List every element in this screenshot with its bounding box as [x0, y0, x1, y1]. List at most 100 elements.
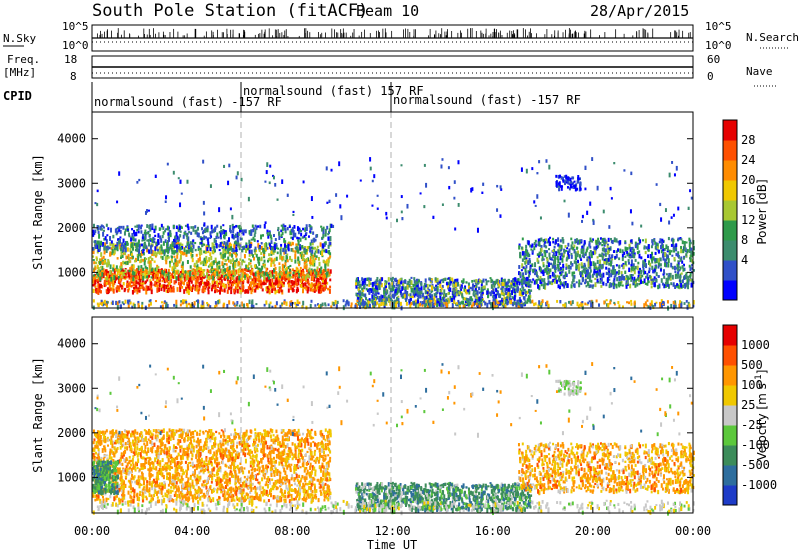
range-cell: [233, 249, 236, 253]
range-cell: [324, 279, 327, 285]
range-cell: [649, 253, 652, 259]
range-cell: [147, 261, 150, 264]
range-cell: [153, 260, 156, 263]
range-cell: [116, 276, 119, 280]
range-cell: [303, 265, 306, 269]
range-cell: [204, 262, 207, 267]
range-cell: [119, 236, 122, 239]
range-cell: [384, 280, 387, 283]
range-cell: [123, 252, 126, 255]
range-cell: [170, 289, 173, 293]
range-cell: [164, 229, 167, 233]
range-cell: [559, 271, 562, 275]
range-cell: [675, 252, 678, 257]
range-cell: [260, 234, 263, 240]
range-cell: [225, 242, 228, 247]
range-cell: [625, 274, 628, 278]
range-cell: [319, 290, 322, 294]
range-cell: [681, 240, 684, 245]
range-cell: [323, 274, 326, 278]
range-cell: [552, 240, 555, 244]
range-cell: [303, 258, 306, 262]
range-cell: [548, 256, 551, 260]
range-cell: [105, 270, 108, 276]
range-cell: [260, 242, 263, 245]
range-cell: [120, 254, 123, 258]
range-cell: [116, 246, 119, 252]
range-cell: [576, 246, 579, 249]
range-cell: [259, 282, 262, 286]
range-cell: [291, 280, 294, 285]
range-cell: [247, 266, 250, 271]
range-cell: [302, 300, 305, 306]
range-cell: [177, 281, 180, 286]
nsky-spikes: [96, 28, 691, 38]
range-cell: [235, 282, 238, 287]
range-cell: [197, 271, 200, 276]
range-cell: [292, 288, 295, 292]
range-cell: [138, 239, 141, 243]
range-cell: [235, 258, 238, 262]
range-cell: [502, 292, 505, 295]
range-cell: [529, 279, 532, 283]
range-cell: [160, 223, 163, 228]
range-cell: [297, 270, 300, 276]
range-cell: [595, 299, 598, 303]
range-cell: [170, 258, 173, 261]
range-cell: [125, 282, 128, 288]
range-cell: [598, 271, 601, 276]
range-cell: [228, 237, 231, 242]
range-cell: [561, 284, 564, 287]
range-cell: [219, 287, 222, 292]
range-cell: [320, 250, 323, 255]
range-cell: [192, 284, 195, 290]
range-cell: [368, 279, 371, 285]
range-cell: [265, 277, 268, 282]
range-cell: [576, 253, 579, 258]
range-cell: [314, 250, 317, 253]
range-cell: [202, 229, 205, 232]
range-cell: [600, 284, 603, 288]
range-cell: [398, 284, 401, 288]
range-cell: [148, 274, 151, 278]
range-cell: [683, 241, 686, 245]
range-cell: [451, 277, 454, 283]
range-cell: [172, 285, 175, 290]
range-cell: [202, 273, 205, 277]
range-cell: [317, 282, 320, 285]
range-cell: [602, 253, 605, 256]
range-cell: [657, 249, 660, 252]
range-cell: [429, 278, 432, 282]
range-cell: [225, 263, 228, 266]
range-cell: [142, 275, 145, 281]
range-cell: [662, 251, 665, 257]
range-cell: [533, 246, 536, 251]
range-cell: [429, 293, 432, 298]
range-cell: [242, 285, 245, 289]
range-cell: [516, 278, 519, 281]
range-cell: [277, 283, 280, 287]
range-cell: [558, 261, 561, 266]
range-cell: [243, 272, 246, 277]
range-cell: [287, 272, 290, 275]
range-cell: [278, 231, 281, 236]
range-cell: [630, 266, 633, 271]
range-cell: [236, 300, 239, 305]
range-cell: [509, 292, 512, 298]
range-cell: [594, 277, 597, 281]
range-cell: [179, 284, 182, 288]
range-cell: [144, 281, 147, 285]
range-cell: [628, 243, 631, 247]
date-label: 28/Apr/2015: [590, 2, 689, 20]
range-cell: [209, 231, 212, 236]
range-cell: [441, 284, 444, 289]
range-cell: [128, 232, 131, 237]
range-cell: [361, 277, 364, 281]
range-cell: [396, 289, 399, 295]
range-cell: [561, 258, 564, 263]
range-cell: [261, 288, 264, 292]
range-cell: [597, 237, 600, 241]
range-cell: [637, 277, 640, 280]
range-cell: [110, 276, 113, 282]
range-cell: [292, 271, 295, 275]
